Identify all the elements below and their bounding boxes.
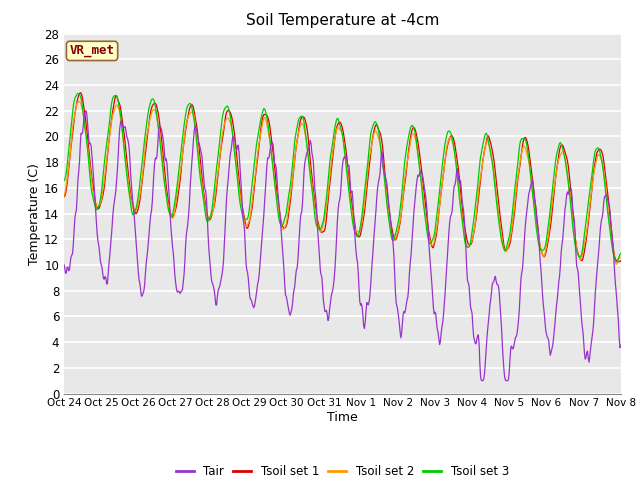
Title: Soil Temperature at -4cm: Soil Temperature at -4cm [246,13,439,28]
Legend: Tair, Tsoil set 1, Tsoil set 2, Tsoil set 3: Tair, Tsoil set 1, Tsoil set 2, Tsoil se… [172,461,513,480]
Text: VR_met: VR_met [70,44,115,58]
X-axis label: Time: Time [327,411,358,424]
Y-axis label: Temperature (C): Temperature (C) [28,163,42,264]
